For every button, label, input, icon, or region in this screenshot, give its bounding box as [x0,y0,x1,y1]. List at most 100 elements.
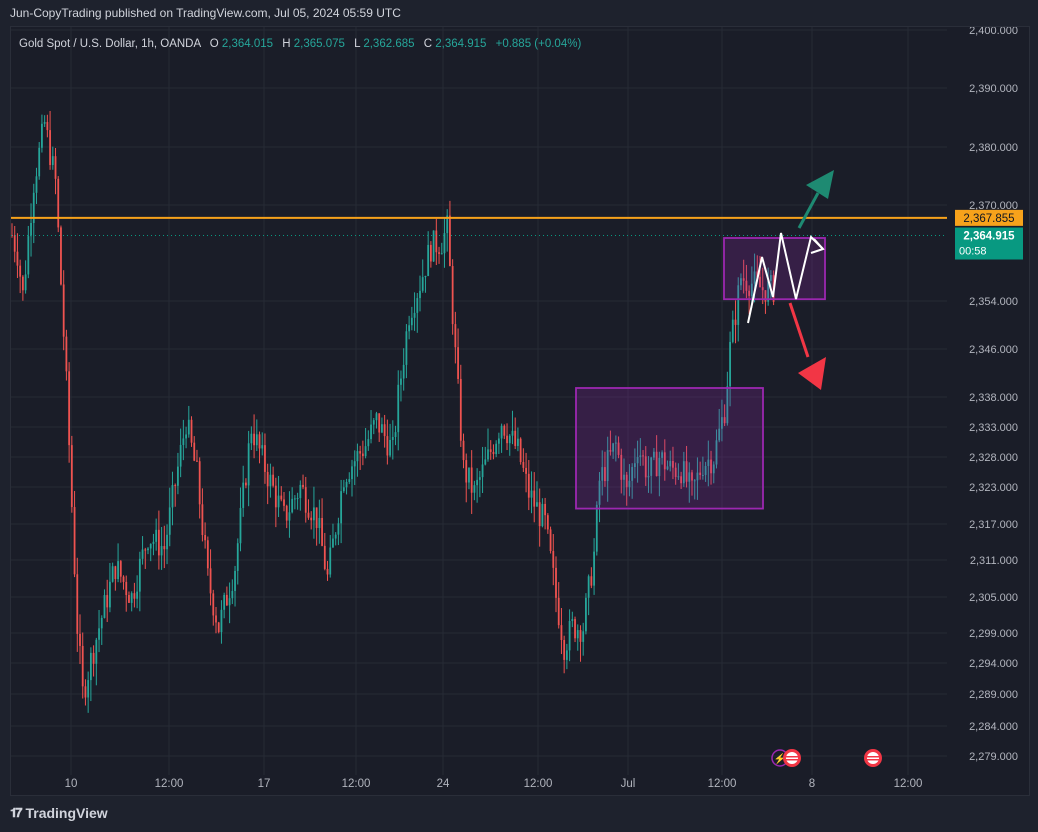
legend-close: 2,364.915 [435,38,486,50]
candle-body [353,461,356,467]
candle-body [264,445,266,472]
candle-body [16,251,19,266]
price-tick-label: 2,346.000 [969,344,1018,356]
candle-body [487,449,489,460]
candle-body [51,156,54,165]
flag-stripe [786,756,798,758]
candle-body [497,438,500,444]
price-axis[interactable]: 2,400.000 2,390.000 2,380.000 2,370.000 2,35… [955,25,1023,763]
candle-body [503,425,506,436]
candle-body [767,280,770,302]
candle-body [250,433,253,444]
candle-body [750,283,753,296]
candle-body [361,453,364,457]
legend-o-label: O [210,38,219,50]
price-tick-label: 2,328.000 [969,452,1018,464]
chart-frame[interactable]: 2,400.000 2,390.000 2,380.000 2,370.000 2,35… [10,25,1030,796]
candle-body [579,630,582,642]
candle-body [712,464,715,474]
candle-body [364,446,367,457]
price-tick-label: 2,284.000 [969,721,1018,733]
candle-body [187,419,190,435]
candle-body [130,593,133,603]
candle-body [212,593,215,616]
candle-body [691,472,693,481]
candle-body [429,244,432,262]
candle-body [525,467,527,474]
candle-body [527,473,530,498]
candle-body [489,449,492,452]
candle-body [756,271,759,277]
candle-body [400,378,402,385]
candle-body [79,633,81,646]
candle-body [410,317,413,326]
candle-body [440,253,443,255]
candle-body [457,347,459,379]
candle-body [546,515,549,530]
candle-body [587,576,590,598]
time-tick-label: 12:00 [155,778,184,790]
candle-body [761,287,764,291]
time-tick-label: 12:00 [894,778,923,790]
candle-body [704,465,707,475]
candle-body [81,645,84,687]
candle-body [340,491,343,524]
candle-body [215,615,217,623]
candle-body [565,650,568,660]
candle-body [639,455,642,458]
candle-body [446,215,449,234]
candle-body [459,378,462,441]
candle-body [590,576,593,586]
chart-svg[interactable]: 2,400.000 2,390.000 2,380.000 2,370.000 2,35… [11,25,1029,795]
candle-body [231,590,234,599]
candle-body [239,507,242,544]
event-icons[interactable]: ⚡ [771,749,882,767]
candle-body [46,122,49,131]
candle-body [98,628,100,640]
candle-body [601,467,604,481]
candle-body [345,481,348,488]
candle-body [598,480,601,505]
candle-body [737,285,740,325]
candle-body [533,490,536,507]
candle-body [196,460,198,462]
candle-body [304,487,307,513]
legend-open: 2,364.015 [222,38,273,50]
tradingview-footer[interactable]: 𝟏𝟕 TradingView [10,805,108,821]
publisher-header: Jun-CopyTrading published on TradingView… [10,6,401,20]
candle-body [701,474,704,476]
us-flag-inner [867,752,879,764]
price-tick-label: 2,317.000 [969,519,1018,531]
candle-body [462,440,465,461]
candle-body [740,278,742,286]
candle-body [109,581,111,608]
candle-body [299,484,302,499]
candle-body [544,503,547,516]
candle-body [484,459,487,465]
last-price-label: 2,364.915 [963,231,1015,243]
candle-body [530,490,533,498]
candle-body [89,652,92,681]
tradingview-logo-icon: 𝟏𝟕 [10,805,23,820]
candle-body [519,438,522,463]
candle-body [595,504,598,552]
candle-body [620,454,623,480]
time-tick-label: 8 [809,778,815,790]
time-tick-label: 24 [437,778,450,790]
candle-body [372,420,375,425]
candle-body [370,424,372,440]
candle-body [185,434,187,439]
candle-body [160,546,163,556]
price-tick-label: 2,370.000 [969,200,1018,212]
candle-body [419,290,421,299]
candle-body [255,434,258,446]
candle-body [381,424,383,433]
time-axis[interactable]: 10 12:00 17 12:00 24 12:00 Jul 12:00 8 12:00 [65,778,923,790]
candle-body [470,467,473,493]
candle-body [386,436,389,456]
candle-body [636,457,639,464]
candle-body [476,479,479,486]
candle-body [606,450,609,482]
candle-body [30,222,32,237]
candle-body [394,432,397,438]
